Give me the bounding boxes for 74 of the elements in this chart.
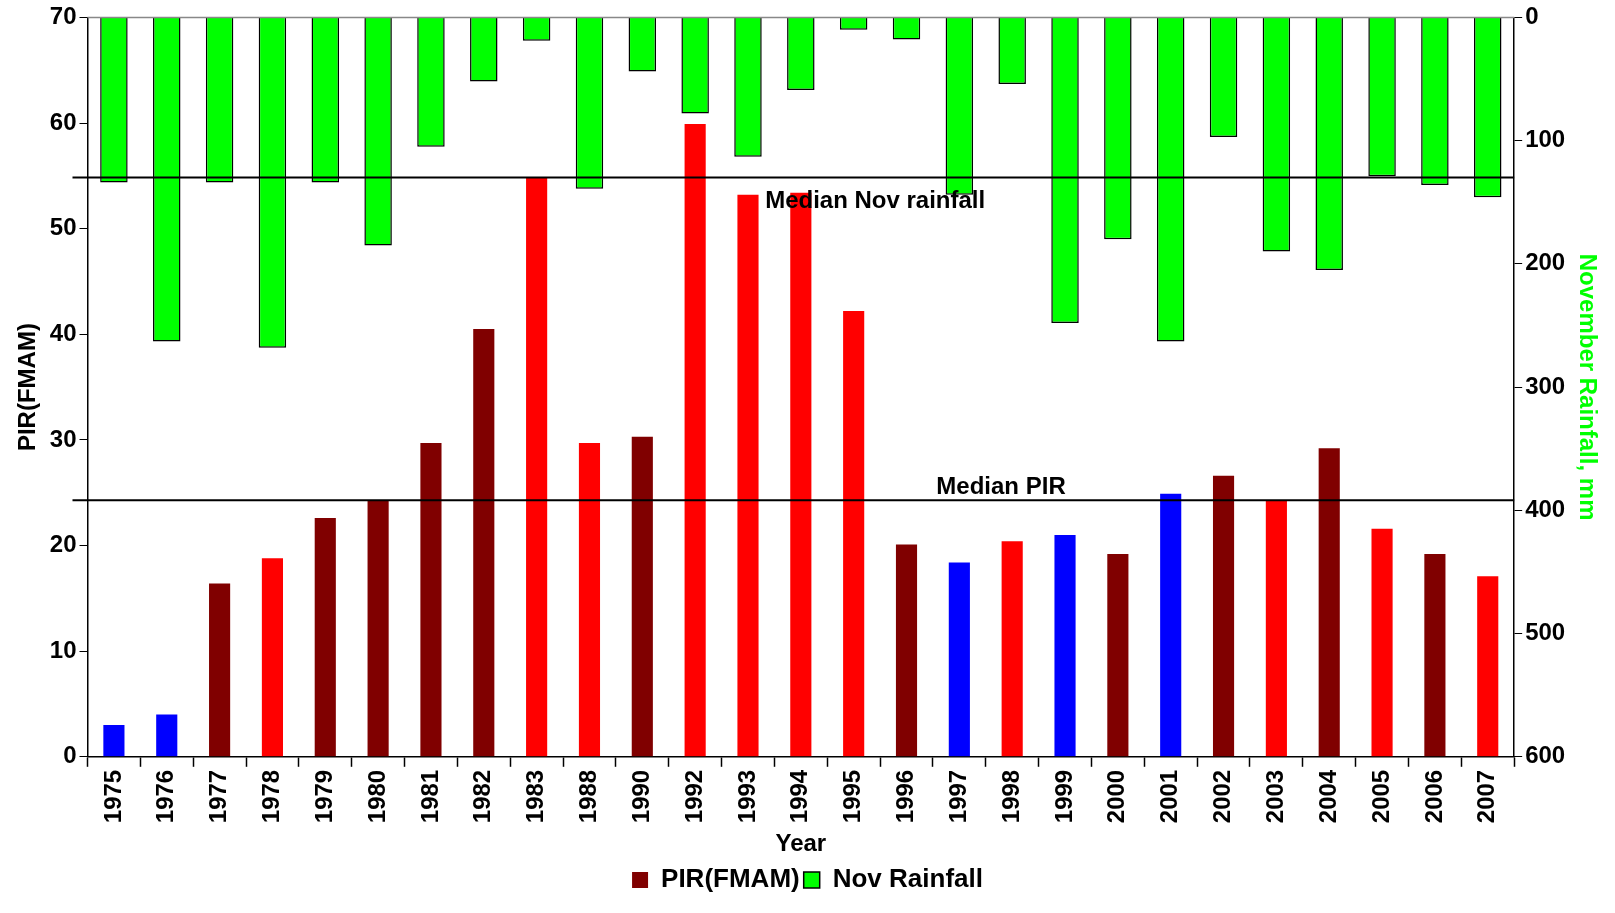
bar bbox=[1477, 576, 1499, 757]
y-tick-label: 40 bbox=[49, 318, 77, 346]
x-tick-label: 1975 bbox=[98, 769, 126, 824]
y-axis-title: PIR(FMAM) bbox=[13, 323, 41, 452]
bar bbox=[209, 583, 231, 757]
y2-tick-label: 200 bbox=[1525, 248, 1566, 276]
bar bbox=[156, 714, 178, 757]
x-tick-label: 1976 bbox=[151, 769, 179, 824]
bar bbox=[1371, 528, 1393, 757]
x-tick-label: 1979 bbox=[309, 769, 337, 824]
x-tick-label: 2000 bbox=[1102, 769, 1130, 824]
x-tick-label: 1988 bbox=[574, 769, 602, 824]
bar bbox=[1265, 500, 1287, 757]
bar bbox=[1424, 554, 1446, 757]
x-tick-label: 1994 bbox=[785, 769, 813, 824]
x-tick-label: 2005 bbox=[1366, 769, 1394, 824]
bar bbox=[420, 443, 442, 757]
x-tick-label: 1992 bbox=[679, 769, 707, 824]
bar bbox=[631, 436, 653, 757]
legend-label: Nov Rainfall bbox=[832, 863, 983, 894]
x-tick-label: 2006 bbox=[1419, 769, 1447, 824]
bar bbox=[526, 177, 548, 757]
bar bbox=[948, 562, 970, 757]
x-tick-label: 1983 bbox=[521, 769, 549, 824]
y2-axis-title: November Rainfall, mm bbox=[1574, 253, 1602, 521]
bar bbox=[684, 124, 706, 757]
bar bbox=[1107, 554, 1129, 757]
bar bbox=[1160, 493, 1182, 757]
legend-label: PIR(FMAM) bbox=[661, 863, 800, 894]
y2-tick-label: 100 bbox=[1525, 125, 1566, 153]
ref-line-label: Median PIR bbox=[936, 471, 1066, 499]
bar bbox=[1212, 475, 1235, 757]
x-tick-label: 2004 bbox=[1313, 769, 1341, 824]
bar bbox=[473, 329, 495, 757]
bar bbox=[895, 544, 918, 757]
y2-tick-label: 400 bbox=[1525, 494, 1566, 522]
y2-tick-label: 300 bbox=[1525, 371, 1566, 399]
x-tick-label: 1995 bbox=[838, 769, 866, 824]
x-tick-label: 1982 bbox=[468, 769, 496, 824]
x-tick-label: 1997 bbox=[943, 769, 971, 824]
x-tick-label: 2002 bbox=[1208, 769, 1236, 824]
bar bbox=[843, 311, 865, 757]
x-tick-label: 1993 bbox=[732, 769, 760, 824]
bar bbox=[1318, 448, 1340, 757]
x-tick-label: 1981 bbox=[415, 769, 443, 824]
x-tick-label: 1977 bbox=[204, 769, 232, 824]
y-tick-label: 20 bbox=[49, 530, 77, 558]
x-axis-title: Year bbox=[775, 829, 827, 857]
y-tick-label: 50 bbox=[49, 213, 77, 241]
y-tick-label: 60 bbox=[49, 107, 77, 135]
bar bbox=[578, 443, 601, 757]
y2-tick-label: 500 bbox=[1525, 618, 1566, 646]
bar bbox=[1054, 534, 1076, 757]
x-tick-label: 1998 bbox=[996, 769, 1024, 824]
x-tick-label: 1999 bbox=[1049, 769, 1077, 824]
y2-tick-label: 0 bbox=[1525, 2, 1539, 30]
y-tick-label: 0 bbox=[63, 741, 77, 769]
x-tick-label: 2001 bbox=[1155, 769, 1183, 824]
x-tick-label: 1990 bbox=[626, 769, 654, 824]
x-tick-label: 1996 bbox=[891, 769, 919, 824]
x-tick-label: 2007 bbox=[1472, 769, 1500, 824]
y-tick-label: 70 bbox=[49, 2, 77, 30]
bar bbox=[1001, 541, 1023, 757]
bar bbox=[103, 725, 125, 757]
y2-tick-label: 600 bbox=[1525, 741, 1566, 769]
x-tick-label: 1980 bbox=[362, 769, 390, 824]
x-tick-label: 2003 bbox=[1261, 769, 1289, 824]
bar bbox=[261, 558, 283, 757]
x-tick-label: 1978 bbox=[257, 769, 285, 824]
bar bbox=[314, 518, 336, 757]
y-tick-label: 10 bbox=[49, 635, 77, 663]
bar bbox=[367, 500, 389, 757]
y-tick-label: 30 bbox=[49, 424, 77, 452]
bar bbox=[737, 194, 759, 757]
